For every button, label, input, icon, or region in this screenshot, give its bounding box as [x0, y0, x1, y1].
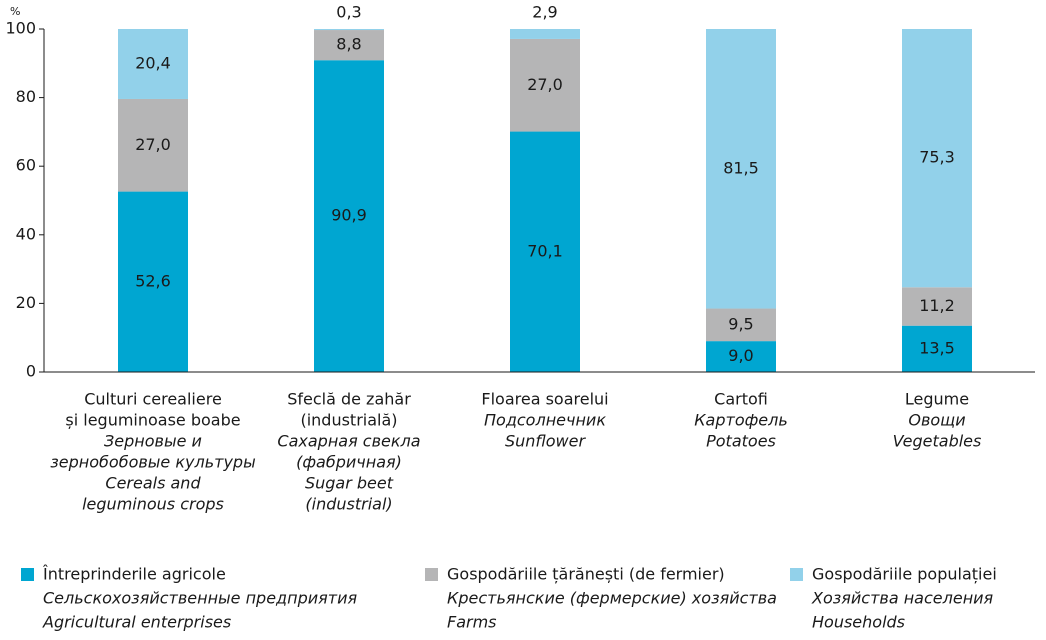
value-label: 75,3 — [919, 148, 955, 167]
legend-label: Хозяйства населения — [811, 589, 994, 608]
value-label: 90,9 — [331, 206, 367, 225]
x-tick-label: Legume — [905, 390, 969, 409]
x-tick-label: Potatoes — [706, 432, 776, 451]
x-tick-label: Овощи — [908, 411, 965, 430]
bar-segment — [118, 191, 188, 372]
bar-segment — [314, 60, 384, 372]
bar-segment — [902, 287, 972, 326]
value-label: 2,9 — [532, 3, 557, 22]
value-label: 13,5 — [919, 338, 955, 357]
bar-segment — [902, 29, 972, 288]
legend-label: Întreprinderile agricole — [42, 565, 226, 584]
legend-swatch — [425, 568, 438, 581]
bar-segment — [706, 29, 776, 309]
y-tick-label: 20 — [16, 293, 36, 312]
bar-segment — [706, 341, 776, 372]
x-tick-label: Vegetables — [893, 432, 982, 451]
bar-segment — [118, 29, 188, 99]
y-tick-label: 40 — [16, 224, 36, 243]
value-label: 52,6 — [135, 271, 171, 290]
value-label: 9,5 — [728, 314, 753, 333]
value-label: 27,0 — [135, 135, 171, 154]
legend-swatch — [790, 568, 803, 581]
x-tick-label: Sunflower — [505, 432, 586, 451]
legend-label: Крестьянские (фермерские) хозяйства — [447, 589, 777, 608]
bar-segment — [706, 308, 776, 342]
value-label: 8,8 — [336, 35, 361, 54]
x-tick-label: Cereals and — [105, 474, 201, 493]
value-label: 27,0 — [527, 75, 563, 94]
bar-segment — [510, 38, 580, 132]
legend-label: Agricultural enterprises — [42, 613, 231, 632]
value-label: 81,5 — [723, 158, 759, 177]
bar-segment — [510, 29, 580, 39]
value-label: 70,1 — [527, 241, 563, 260]
y-tick-label: 80 — [16, 87, 36, 106]
x-tick-label: Cartofi — [714, 390, 768, 409]
value-label: 20,4 — [135, 53, 171, 72]
bar-segment — [118, 98, 188, 192]
x-tick-label: зернобобовые культуры — [50, 453, 255, 472]
legend-label: Households — [812, 613, 905, 632]
legend-label: Gospodăriile țărănești (de fermier) — [447, 565, 725, 584]
x-tick-label: leguminous crops — [82, 495, 224, 514]
x-tick-label: Sfeclă de zahăr — [287, 390, 411, 409]
legend-swatch — [21, 568, 34, 581]
value-label: 11,2 — [919, 296, 955, 315]
x-tick-label: (фабричная) — [296, 453, 402, 472]
x-tick-label: Floarea soarelui — [481, 390, 608, 409]
bar-segment — [902, 325, 972, 372]
x-tick-label: Culturi cerealiere — [84, 390, 222, 409]
x-tick-label: (industrială) — [300, 411, 397, 430]
legend-label: Farms — [447, 613, 497, 632]
x-tick-label: și leguminoase boabe — [65, 411, 240, 430]
y-axis-label: % — [10, 5, 20, 18]
bar-segment — [314, 30, 384, 61]
legend-label: Gospodăriile populației — [812, 565, 997, 584]
y-tick-label: 100 — [5, 19, 36, 38]
x-tick-label: Подсолнечник — [484, 411, 606, 430]
x-tick-label: Картофель — [694, 411, 788, 430]
x-tick-label: (industrial) — [305, 495, 392, 514]
y-tick-label: 0 — [26, 362, 36, 381]
legend-label: Сельскохозяйственные предприятия — [43, 589, 357, 608]
value-label: 0,3 — [336, 3, 361, 22]
y-tick-label: 60 — [16, 156, 36, 175]
x-tick-label: Sugar beet — [305, 474, 394, 493]
x-tick-label: Сахарная свекла — [277, 432, 420, 451]
bar-segment — [510, 131, 580, 372]
x-tick-label: Зерновые и — [104, 432, 202, 451]
bar-segment — [314, 29, 384, 31]
value-label: 9,0 — [728, 346, 753, 365]
